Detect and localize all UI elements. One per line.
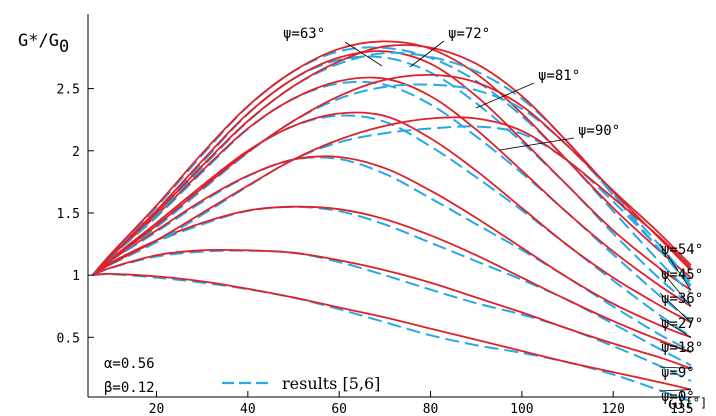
reference-curve-psi-81 xyxy=(91,83,692,284)
leader-line-psi-63 xyxy=(344,41,383,67)
x-tick-label-100: 100 xyxy=(510,402,533,416)
param-beta: β=0.12 xyxy=(104,380,155,396)
leader-line-psi-0 xyxy=(659,389,691,392)
reference-curve-psi-90 xyxy=(92,125,692,287)
leader-line-psi-18 xyxy=(659,341,691,353)
series-label-psi-0: ψ=0° xyxy=(661,389,695,405)
y-tick-label-2.5: 2.5 xyxy=(57,83,80,98)
series-label-psi-45: ψ=45° xyxy=(661,267,703,283)
series-label-psi-27: ψ=27° xyxy=(661,316,703,332)
series-label-psi-90: ψ=90° xyxy=(578,123,620,139)
reference-curve-psi-54 xyxy=(91,55,692,307)
series-label-psi-18: ψ=18° xyxy=(661,340,703,356)
series-label-psi-72: ψ=72° xyxy=(448,26,490,42)
model-curve-psi-36 xyxy=(91,111,692,324)
y-axis-title: G*/G0 xyxy=(18,31,69,57)
leader-line-psi-9 xyxy=(659,366,691,369)
reference-curve-psi-27 xyxy=(91,156,692,352)
ticks-layer: 20 40 60 80 100 120 135 0.5 1 1.5 2 2.5 xyxy=(57,83,694,416)
axes-layer xyxy=(87,14,700,398)
reference-curve-psi-0 xyxy=(92,273,692,403)
y-tick-label-1: 1 xyxy=(72,269,80,284)
x-tick-label-120: 120 xyxy=(601,402,624,416)
reference-curve-psi-72 xyxy=(91,51,692,288)
model-curve-psi-27 xyxy=(92,155,692,339)
leader-line-psi-72 xyxy=(409,40,445,68)
leader-line-psi-36 xyxy=(659,292,692,323)
leader-line-psi-90 xyxy=(499,137,575,151)
param-alpha: α=0.56 xyxy=(104,356,155,372)
model-curve-psi-54 xyxy=(91,50,692,291)
x-axis-title-unit: [°] xyxy=(686,396,708,410)
leader-line-psi-27 xyxy=(659,317,692,338)
reference-curve-psi-45 xyxy=(91,80,692,322)
y-axis-title-main: G*/G xyxy=(18,31,59,51)
model-curve-psi-63 xyxy=(91,40,692,279)
leader-line-psi-54 xyxy=(659,243,692,291)
series-label-psi-36: ψ=36° xyxy=(661,291,703,307)
series-label-psi-81: ψ=81° xyxy=(538,68,580,84)
y-axis-title-subscript: 0 xyxy=(59,37,69,57)
reference-curve-psi-18 xyxy=(92,205,692,367)
x-tick-label-40: 40 xyxy=(240,402,256,416)
y-tick-label-2: 2 xyxy=(72,145,80,160)
model-curve-psi-81 xyxy=(92,73,692,276)
model-curve-psi-9 xyxy=(92,248,692,370)
reference-curve-psi-36 xyxy=(91,114,692,338)
curves-layer xyxy=(91,40,692,403)
reference-curve-psi-63 xyxy=(91,46,692,295)
legend-label: results [5,6] xyxy=(282,374,380,393)
reference-curve-psi-9 xyxy=(92,249,692,382)
x-tick-label-20: 20 xyxy=(149,402,165,416)
leader-line-psi-45 xyxy=(659,268,692,307)
x-tick-label-80: 80 xyxy=(423,402,439,416)
series-label-psi-54: ψ=54° xyxy=(661,242,703,258)
model-curve-psi-90 xyxy=(92,116,692,276)
y-tick-label-0.5: 0.5 xyxy=(57,331,80,346)
legend: results [5,6] xyxy=(222,374,380,393)
x-tick-label-135: 135 xyxy=(670,402,693,416)
x-axis-title: ω [°] xyxy=(668,392,707,414)
x-tick-label-60: 60 xyxy=(331,402,347,416)
series-labels-layer: ψ=0° ψ=9° ψ=18° ψ=27° ψ=36° ψ=45° ψ=54° ψ=63° ψ=… xyxy=(283,26,703,405)
series-label-psi-63: ψ=63° xyxy=(283,26,325,42)
leader-line-psi-81 xyxy=(475,82,535,109)
series-label-psi-9: ψ=9° xyxy=(661,365,695,381)
y-tick-label-1.5: 1.5 xyxy=(57,207,80,222)
x-axis-title-main: ω xyxy=(668,392,684,414)
model-curve-psi-0 xyxy=(92,272,692,391)
